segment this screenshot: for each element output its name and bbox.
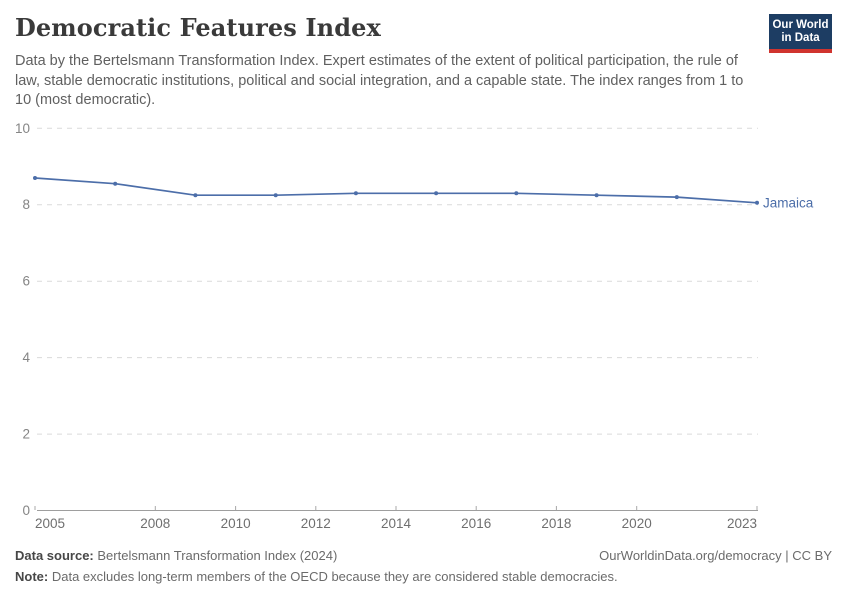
- footer-note-row: Note: Data excludes long-term members of…: [15, 569, 832, 584]
- data-point[interactable]: [193, 193, 198, 198]
- y-tick-label: 4: [22, 350, 30, 365]
- footer-source: Data source: Bertelsmann Transformation …: [15, 548, 337, 563]
- chart-title: Democratic Features Index: [15, 13, 381, 42]
- data-point[interactable]: [33, 176, 37, 180]
- owid-logo-line2: in Data: [781, 32, 820, 44]
- footer-rights-link[interactable]: OurWorldinData.org/democracy | CC BY: [599, 548, 832, 563]
- data-point[interactable]: [755, 200, 759, 205]
- x-tick-label: 2020: [622, 516, 652, 531]
- series-line-jamaica[interactable]: [34, 177, 758, 204]
- data-point[interactable]: [353, 191, 358, 196]
- y-tick-label: 6: [22, 274, 30, 289]
- data-point[interactable]: [514, 191, 519, 196]
- x-tick-label: 2014: [381, 516, 412, 531]
- chart-subtitle: Data by the Bertelsmann Transformation I…: [15, 53, 744, 109]
- data-point[interactable]: [434, 191, 439, 196]
- y-tick-label: 8: [22, 197, 30, 212]
- y-tick-label: 2: [22, 427, 30, 442]
- y-tick-label: 0: [22, 503, 30, 518]
- footer-source-label: Data source:: [15, 548, 94, 563]
- footer-note-label: Note:: [15, 569, 49, 584]
- footer-source-row: Data source: Bertelsmann Transformation …: [15, 548, 832, 563]
- footer-note-text: Data excludes long-term members of the O…: [51, 569, 618, 584]
- data-point[interactable]: [594, 193, 599, 198]
- x-tick-label: 2018: [541, 516, 571, 531]
- x-tick-label: 2023: [727, 516, 757, 531]
- y-tick-label: 10: [15, 121, 30, 136]
- owid-logo-line1: Our World: [772, 19, 829, 31]
- footer-source-text: Bertelsmann Transformation Index (2024): [97, 548, 338, 563]
- x-tick-label: 2012: [301, 516, 331, 531]
- x-tick-label: 2008: [140, 516, 170, 531]
- data-point[interactable]: [273, 193, 278, 198]
- x-tick-label: 2005: [35, 516, 65, 531]
- x-tick-label: 2016: [461, 516, 491, 531]
- owid-logo[interactable]: Our World in Data: [769, 14, 832, 53]
- data-point[interactable]: [674, 195, 679, 200]
- data-point[interactable]: [113, 181, 118, 186]
- x-tick-label: 2010: [221, 516, 251, 531]
- series-label[interactable]: Jamaica: [763, 195, 814, 210]
